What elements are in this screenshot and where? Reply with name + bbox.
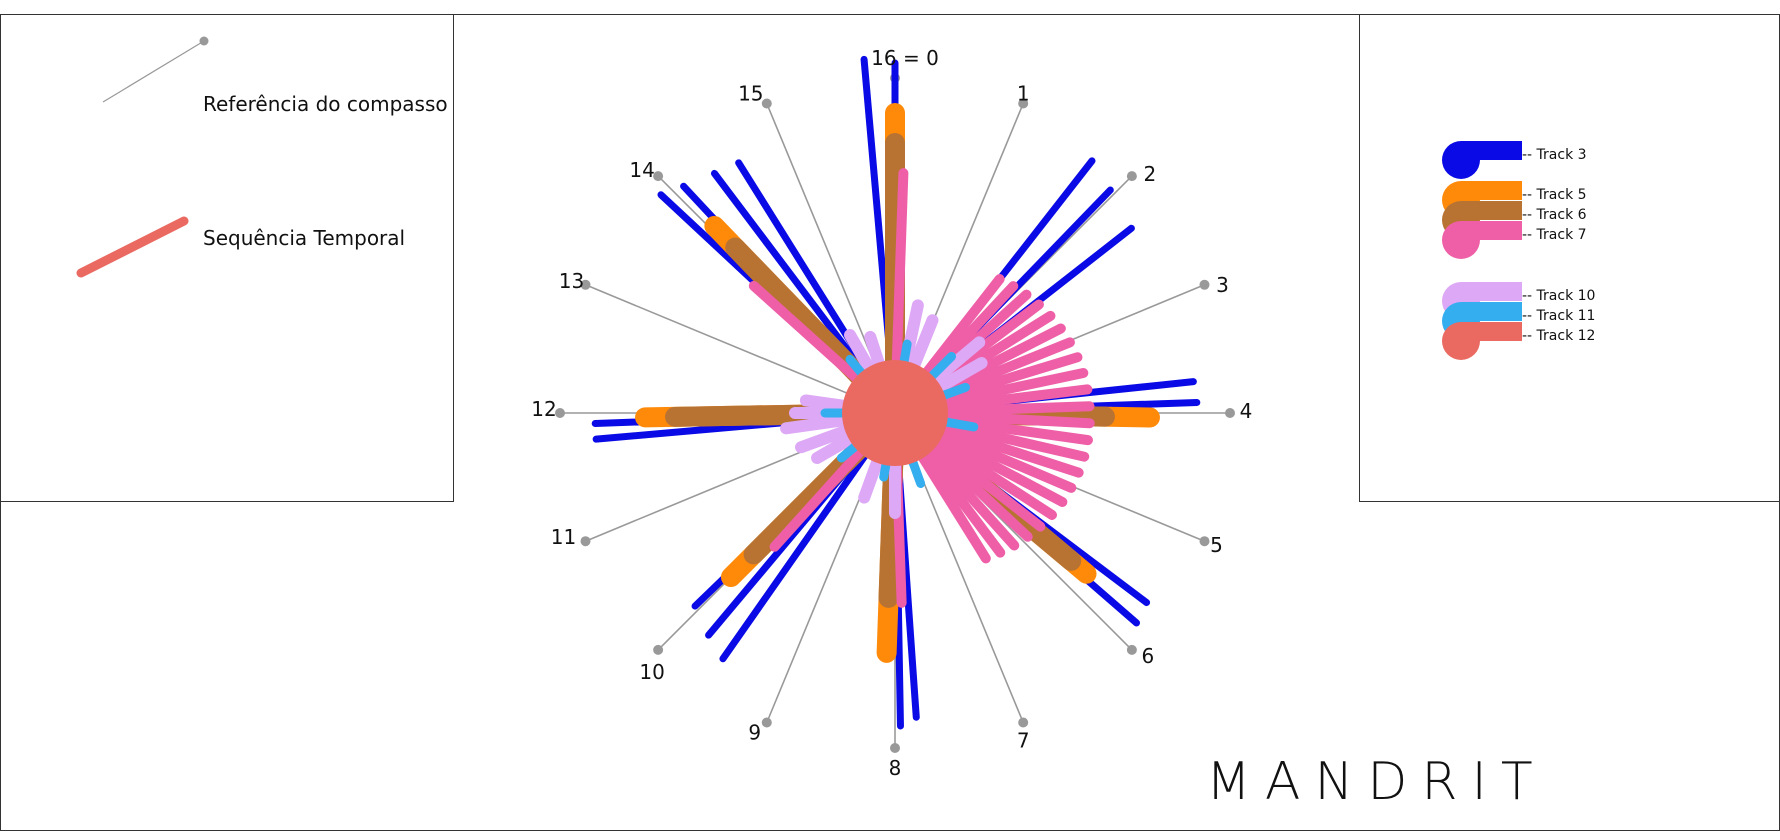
tracks-legend-swatches	[1442, 141, 1522, 360]
track7-swatch	[1442, 221, 1522, 259]
compass-dot-9	[761, 717, 772, 728]
compass-label-12: 12	[531, 397, 556, 421]
compass-dot-5	[1199, 536, 1210, 547]
temporal-sequence-label: Sequência Temporal	[203, 226, 406, 250]
compass-reference-line	[102, 40, 205, 103]
compass-label-14: 14	[629, 158, 654, 182]
temporal-sequence-bar	[76, 216, 189, 278]
track3-label: -- Track 3	[1522, 147, 1587, 163]
compass-reference-dot	[199, 36, 209, 46]
compass-label-2: 2	[1144, 162, 1157, 186]
track3-swatch	[1442, 141, 1522, 179]
legend-symbols	[76, 36, 209, 278]
compass-dot-12	[555, 408, 565, 418]
compass-label-11: 11	[551, 525, 576, 549]
compass-dot-3	[1199, 279, 1210, 290]
compass-line-13	[585, 284, 896, 414]
compass-dot-14	[653, 171, 664, 182]
compass-label-4: 4	[1240, 399, 1253, 423]
compass-dot-4	[1225, 408, 1235, 418]
compass-dot-11	[580, 536, 591, 547]
track11-label: -- Track 11	[1522, 308, 1596, 324]
compass-dot-15	[761, 98, 772, 109]
compass-label-3: 3	[1216, 273, 1229, 297]
compass-dot-6	[1126, 644, 1137, 655]
track10-label: -- Track 10	[1522, 288, 1596, 304]
compass-label-6: 6	[1142, 644, 1155, 668]
compass-label-7: 7	[1017, 728, 1030, 752]
tracks-legend-panel: -- Track 3 -- Track 5 -- Track 6 -- Trac…	[1359, 14, 1780, 502]
compass-dot-2	[1126, 171, 1137, 182]
compass-dot-10	[653, 644, 664, 655]
legend-panel: Referência do compasso Sequência Tempora…	[0, 14, 454, 502]
center-hub	[842, 360, 948, 466]
compass-dot-1	[1018, 98, 1029, 109]
track6-label: -- Track 6	[1522, 207, 1587, 223]
compass-dot-7	[1018, 717, 1029, 728]
track12-label: -- Track 12	[1522, 328, 1596, 344]
compass-label-10: 10	[639, 660, 664, 684]
compass-dot-8	[890, 743, 900, 753]
frame-top-border	[0, 14, 1780, 15]
compass-label-8: 8	[889, 756, 902, 780]
compass-label-0: 16 = 0	[871, 46, 939, 70]
compass-reference-label: Referência do compasso	[203, 92, 448, 116]
track7-label: -- Track 7	[1522, 227, 1587, 243]
brand-wordmark: MANDRIT	[1206, 752, 1547, 812]
compass-label-9: 9	[748, 720, 761, 744]
track5-label: -- Track 5	[1522, 187, 1587, 203]
frame-bottom-border	[0, 830, 1780, 831]
compass-label-15: 15	[738, 82, 763, 106]
track12-swatch	[1442, 322, 1522, 360]
compass-label-5: 5	[1210, 533, 1223, 557]
compass-label-1: 1	[1017, 82, 1030, 106]
compass-dot-13	[580, 279, 591, 290]
compass-label-13: 13	[559, 269, 584, 293]
